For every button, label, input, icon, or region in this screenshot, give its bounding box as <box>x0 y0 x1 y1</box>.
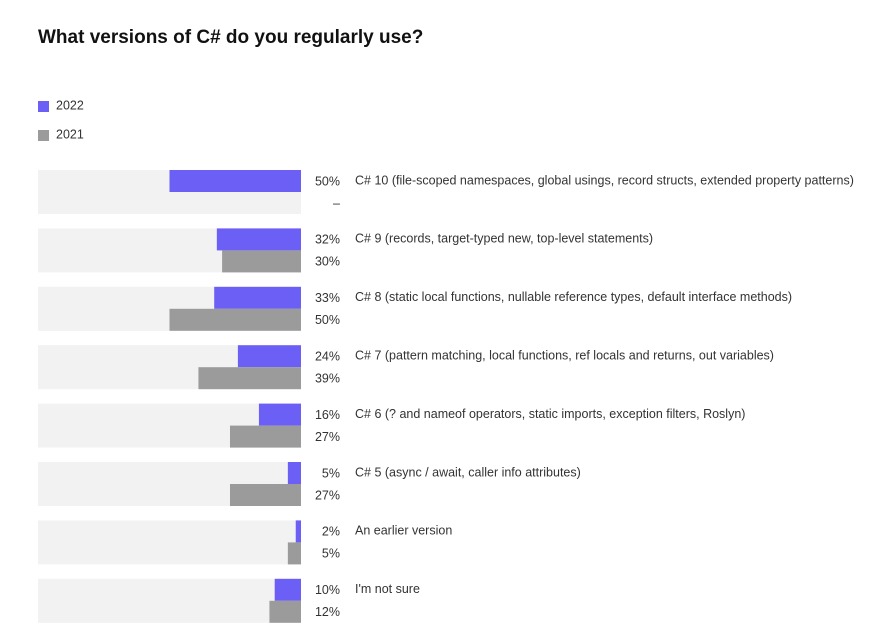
value-label: 50% <box>315 174 340 188</box>
value-label: 50% <box>315 313 340 327</box>
bar <box>287 542 301 565</box>
value-label: 32% <box>315 233 340 247</box>
value-label: 33% <box>315 291 340 305</box>
value-label: 27% <box>315 488 340 502</box>
legend-label: 2021 <box>56 127 84 141</box>
bar <box>274 578 301 601</box>
bar <box>287 462 301 484</box>
value-label: 5% <box>322 547 340 561</box>
bar <box>258 403 301 426</box>
value-label: 5% <box>322 466 340 480</box>
category-label: C# 6 (? and nameof operators, static imp… <box>355 407 745 421</box>
bar <box>169 170 301 192</box>
legend-label: 2022 <box>56 98 84 112</box>
chart-title: What versions of C# do you regularly use… <box>38 27 423 48</box>
bar <box>229 484 301 506</box>
value-label: 12% <box>315 605 340 619</box>
legend-swatch <box>38 130 49 141</box>
bar <box>214 286 301 309</box>
value-label: 39% <box>315 371 340 385</box>
row-background <box>38 578 301 623</box>
bar <box>229 425 301 448</box>
category-label: C# 7 (pattern matching, local functions,… <box>355 348 774 362</box>
category-label: An earlier version <box>355 524 452 538</box>
category-label: C# 10 (file-scoped namespaces, global us… <box>355 173 854 187</box>
category-label: C# 9 (records, target-typed new, top-lev… <box>355 232 653 246</box>
legend-swatch <box>38 101 49 112</box>
bar <box>237 345 301 368</box>
category-label: C# 8 (static local functions, nullable r… <box>355 290 792 304</box>
value-label: – <box>333 196 340 210</box>
row-background <box>38 520 301 565</box>
value-label: 27% <box>315 430 340 444</box>
bar <box>216 228 301 251</box>
value-label: 30% <box>315 255 340 269</box>
bar <box>198 367 301 390</box>
category-label: I'm not sure <box>355 582 420 596</box>
value-label: 16% <box>315 408 340 422</box>
value-label: 24% <box>315 349 340 363</box>
bar <box>269 600 301 623</box>
category-label: C# 5 (async / await, caller info attribu… <box>355 465 581 479</box>
value-label: 10% <box>315 583 340 597</box>
bar <box>169 308 301 331</box>
value-label: 2% <box>322 525 340 539</box>
bar <box>295 520 301 543</box>
bar <box>222 250 301 273</box>
